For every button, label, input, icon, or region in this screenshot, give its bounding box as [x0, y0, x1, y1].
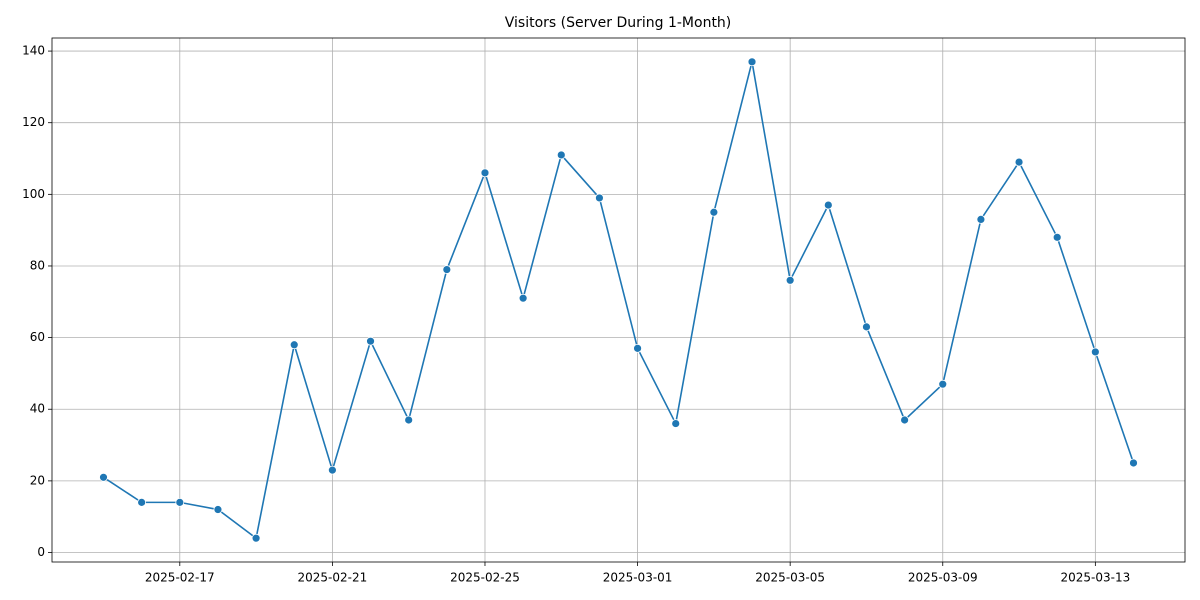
y-tick-label: 100 — [22, 187, 45, 201]
x-tick-label: 2025-03-05 — [755, 571, 825, 585]
x-tick-label: 2025-03-09 — [908, 571, 978, 585]
data-point — [1129, 458, 1138, 468]
data-point — [556, 150, 566, 160]
y-tick-label: 120 — [22, 115, 45, 129]
data-point — [1052, 232, 1062, 242]
x-tick-label: 2025-03-13 — [1060, 571, 1130, 585]
data-point — [823, 200, 833, 210]
data-point — [976, 215, 986, 224]
data-point — [99, 472, 108, 482]
y-tick-label: 40 — [30, 402, 45, 416]
data-point — [213, 505, 223, 514]
data-point — [709, 207, 719, 217]
data-point — [595, 193, 604, 203]
data-point — [747, 57, 757, 67]
plot-frame — [51, 37, 1186, 563]
data-point — [518, 293, 528, 303]
data-point — [900, 415, 910, 425]
y-tick-label: 80 — [30, 258, 45, 272]
data-point — [289, 340, 299, 350]
x-tick-label: 2025-02-17 — [145, 571, 215, 585]
data-point — [1014, 157, 1024, 167]
data-point — [327, 465, 337, 475]
data-point — [251, 533, 261, 543]
x-tick-label: 2025-03-01 — [603, 571, 673, 585]
data-point — [404, 415, 414, 425]
y-tick-label: 20 — [30, 473, 45, 487]
x-tick-label: 2025-02-21 — [298, 571, 368, 585]
y-tick-label: 0 — [37, 545, 45, 559]
data-point — [633, 343, 642, 353]
data-point — [1090, 347, 1100, 357]
data-point — [862, 322, 871, 332]
data-point — [671, 419, 681, 428]
data-point — [938, 379, 948, 389]
data-point — [137, 497, 147, 507]
data-point — [480, 168, 490, 178]
data-point — [442, 265, 452, 274]
data-point — [175, 497, 185, 507]
data-point — [366, 336, 375, 346]
y-tick-label: 140 — [22, 44, 45, 58]
y-tick-label: 60 — [30, 330, 45, 344]
data-point — [785, 275, 795, 285]
data-line — [103, 61, 1135, 540]
x-tick-label: 2025-02-25 — [450, 571, 520, 585]
chart-title: Visitors (Server During 1-Month) — [505, 15, 732, 31]
